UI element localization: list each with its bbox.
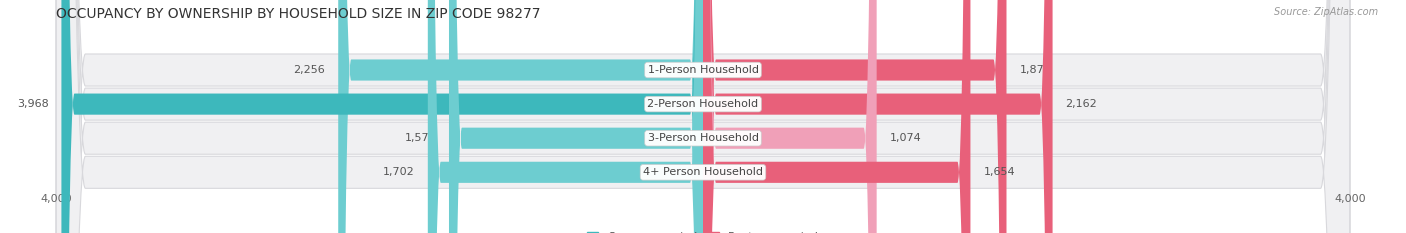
- FancyBboxPatch shape: [703, 0, 1007, 233]
- FancyBboxPatch shape: [449, 0, 703, 233]
- Text: 1-Person Household: 1-Person Household: [648, 65, 758, 75]
- Text: 1,877: 1,877: [1019, 65, 1052, 75]
- Text: 3,968: 3,968: [17, 99, 48, 109]
- FancyBboxPatch shape: [56, 0, 1350, 233]
- FancyBboxPatch shape: [56, 0, 1350, 233]
- FancyBboxPatch shape: [703, 0, 877, 233]
- FancyBboxPatch shape: [56, 0, 1350, 233]
- Text: 1,702: 1,702: [382, 167, 415, 177]
- FancyBboxPatch shape: [62, 0, 703, 233]
- Text: Source: ZipAtlas.com: Source: ZipAtlas.com: [1274, 7, 1378, 17]
- Text: 4+ Person Household: 4+ Person Household: [643, 167, 763, 177]
- FancyBboxPatch shape: [427, 0, 703, 233]
- Text: 2,256: 2,256: [294, 65, 325, 75]
- FancyBboxPatch shape: [703, 0, 970, 233]
- Text: 1,571: 1,571: [405, 133, 436, 143]
- Text: 3-Person Household: 3-Person Household: [648, 133, 758, 143]
- FancyBboxPatch shape: [56, 0, 1350, 233]
- FancyBboxPatch shape: [339, 0, 703, 233]
- Text: 1,654: 1,654: [983, 167, 1015, 177]
- Text: 2,162: 2,162: [1066, 99, 1097, 109]
- Text: OCCUPANCY BY OWNERSHIP BY HOUSEHOLD SIZE IN ZIP CODE 98277: OCCUPANCY BY OWNERSHIP BY HOUSEHOLD SIZE…: [56, 7, 541, 21]
- FancyBboxPatch shape: [703, 0, 1053, 233]
- Text: 2-Person Household: 2-Person Household: [647, 99, 759, 109]
- Text: 1,074: 1,074: [890, 133, 921, 143]
- Legend: Owner-occupied, Renter-occupied: Owner-occupied, Renter-occupied: [582, 227, 824, 233]
